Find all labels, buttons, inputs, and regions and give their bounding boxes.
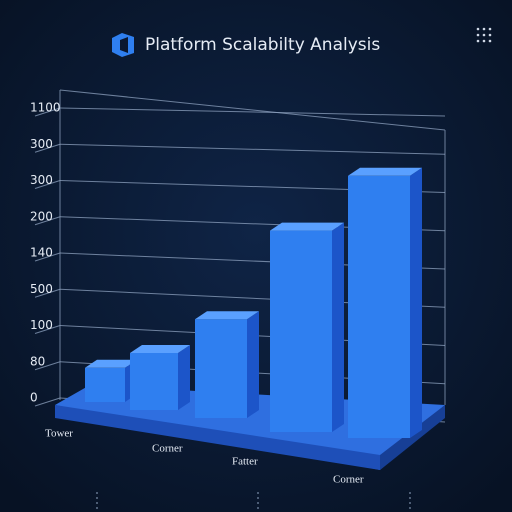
grid-line bbox=[34, 180, 61, 189]
grid-line bbox=[34, 252, 61, 262]
grid-line bbox=[34, 397, 61, 407]
bar-side bbox=[410, 167, 422, 439]
x-tick-label: Corner bbox=[333, 474, 364, 486]
bar-top bbox=[85, 359, 137, 368]
bar bbox=[270, 230, 332, 432]
x-tick-label: Corner bbox=[152, 443, 183, 455]
grid-line bbox=[34, 143, 61, 153]
grid-line bbox=[34, 216, 61, 226]
frame bbox=[59, 89, 446, 405]
y-tick-label: 300 bbox=[30, 137, 53, 151]
bar bbox=[348, 175, 410, 439]
y-tick-label: 200 bbox=[30, 209, 53, 223]
bar-top bbox=[348, 167, 422, 176]
menu-icon[interactable] bbox=[476, 27, 492, 43]
grid-line bbox=[59, 107, 446, 117]
x-tick-label: Fatter bbox=[232, 456, 258, 468]
bar bbox=[195, 319, 247, 418]
y-tick-label: 500 bbox=[30, 282, 53, 296]
y-tick-label: 100 bbox=[30, 318, 53, 332]
y-tick-label: 0 bbox=[30, 391, 38, 405]
bar bbox=[130, 353, 178, 410]
grid-line bbox=[59, 143, 446, 155]
y-tick-label: 300 bbox=[30, 173, 53, 187]
y-tick-label: 80 bbox=[30, 354, 45, 368]
x-tick-label: Tower bbox=[45, 428, 73, 440]
grid-line bbox=[34, 325, 61, 334]
floor-edge bbox=[55, 405, 380, 470]
bar-side bbox=[178, 345, 190, 410]
y-tick-label: 1100 bbox=[30, 101, 61, 115]
bar-top bbox=[195, 311, 259, 320]
y-tick-label: 140 bbox=[30, 246, 53, 260]
grid-line bbox=[34, 361, 61, 371]
bar-top bbox=[270, 222, 344, 231]
logo bbox=[112, 33, 134, 57]
bar-side bbox=[247, 311, 259, 418]
chart-title: Platform Scalabilty Analysis bbox=[145, 35, 380, 55]
bottom-ticks bbox=[96, 492, 411, 510]
bar-side bbox=[332, 222, 344, 432]
grid-line bbox=[34, 288, 61, 298]
bar bbox=[85, 367, 125, 402]
grid-line bbox=[34, 107, 61, 117]
floor-side bbox=[380, 405, 445, 470]
bar-top bbox=[130, 345, 190, 353]
